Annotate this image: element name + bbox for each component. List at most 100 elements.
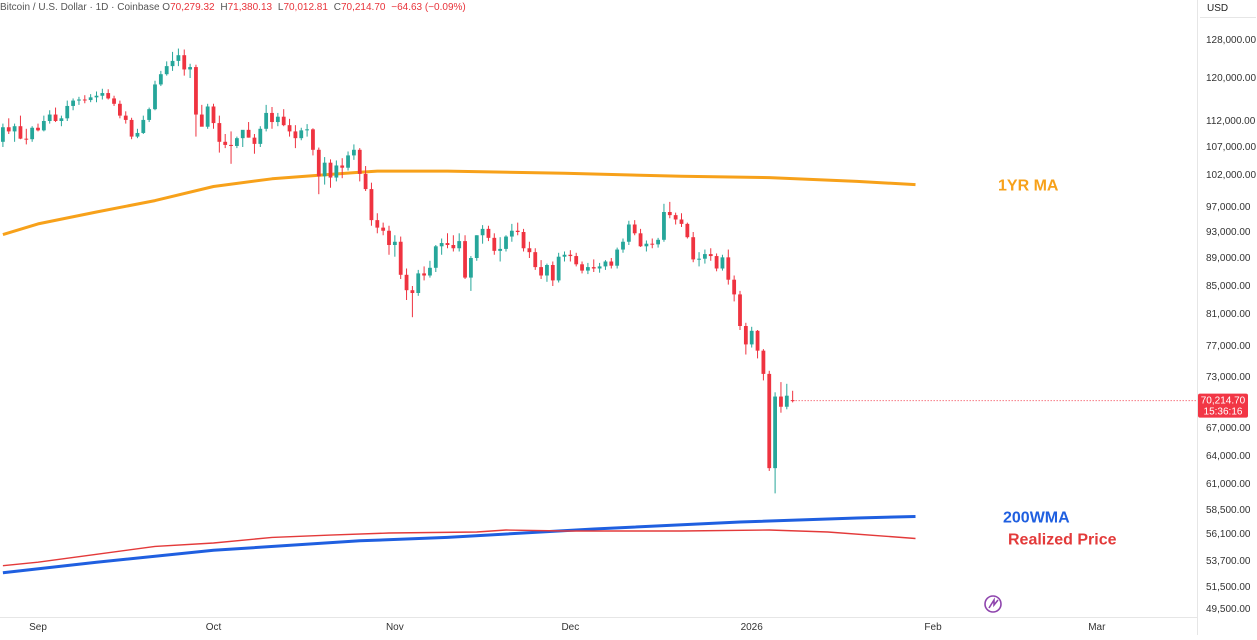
candle (24, 138, 29, 140)
candle (650, 243, 655, 245)
candle (223, 141, 228, 145)
candle (71, 100, 75, 106)
candle (703, 254, 707, 259)
price-tick-label: 64,000.00 (1206, 451, 1251, 462)
candle (422, 273, 426, 276)
candle (6, 127, 11, 132)
candle (30, 127, 35, 140)
candle (299, 130, 304, 139)
symbol-title: Bitcoin / U.S. Dollar · 1D · Coinbase (0, 2, 160, 13)
candle (328, 162, 333, 178)
candle (322, 162, 327, 177)
candle (562, 254, 567, 257)
price-tick-label: 51,500.00 (1206, 582, 1251, 593)
candle (293, 131, 298, 139)
candle (135, 132, 140, 137)
candle (340, 165, 345, 168)
candle (352, 149, 356, 156)
candle (387, 230, 391, 245)
candle (779, 396, 783, 407)
candle (281, 116, 286, 126)
candle (738, 294, 742, 326)
candle (252, 137, 257, 144)
candle (720, 257, 725, 269)
candle (205, 106, 210, 127)
candle (106, 93, 111, 99)
candle (305, 129, 309, 131)
candle (153, 84, 157, 110)
candle (597, 266, 602, 269)
candle (527, 248, 532, 253)
candle (1, 127, 5, 142)
candle (217, 123, 222, 142)
candle (41, 121, 46, 131)
price-tick-label: 77,000.00 (1206, 341, 1251, 352)
close-value: 70,214.70 (340, 2, 386, 13)
bar-countdown: 15:36:16 (1204, 407, 1243, 418)
series-line (2, 169, 916, 237)
candle (129, 119, 134, 137)
last-price-value: 70,214.70 (1201, 396, 1246, 407)
candle (357, 149, 362, 174)
price-tick-label: 107,000.00 (1206, 142, 1256, 153)
candle (229, 144, 233, 146)
price-tick-label: 97,000.00 (1206, 202, 1251, 213)
candle (749, 330, 754, 345)
price-tick-label: 58,500.00 (1206, 505, 1251, 516)
candle (176, 55, 181, 61)
last-price-tag (1198, 393, 1248, 418)
candle (626, 224, 631, 242)
price-tick-label: 112,000.00 (1206, 116, 1256, 127)
candle (65, 105, 70, 119)
price-tick-label: 67,000.00 (1206, 423, 1251, 434)
time-tick-label: 2026 (741, 622, 764, 633)
candle (164, 66, 169, 75)
candle (433, 246, 438, 268)
candle (410, 290, 415, 293)
candle (275, 116, 280, 123)
tradingview-logo-icon[interactable] (984, 595, 1002, 613)
candle (240, 129, 245, 139)
candle (474, 235, 479, 258)
candle (194, 67, 198, 115)
candle (182, 55, 187, 70)
candle (316, 149, 321, 177)
candle (264, 112, 269, 129)
price-tick-label: 73,000.00 (1206, 372, 1251, 383)
high-label: H (220, 2, 228, 13)
time-tick-label: Nov (386, 622, 404, 633)
series-line (2, 515, 916, 575)
series-label: 200WMA (1003, 510, 1070, 527)
price-tick-label: 93,000.00 (1206, 227, 1251, 238)
candle (170, 60, 175, 67)
candle (141, 119, 146, 133)
candle (574, 256, 579, 265)
candle (12, 126, 17, 132)
candle (147, 109, 152, 120)
series-label: Realized Price (1008, 532, 1117, 549)
candle (246, 129, 251, 138)
candle (580, 264, 584, 271)
candle (761, 350, 766, 374)
candle (586, 267, 590, 271)
candle (463, 241, 467, 278)
symbol-legend: Bitcoin / U.S. Dollar · 1D · Coinbase O7… (0, 2, 469, 13)
candle (381, 227, 386, 231)
candle (211, 106, 216, 124)
candle (311, 129, 315, 150)
low-value: 70,012.81 (283, 2, 328, 13)
candle (498, 248, 503, 251)
candle (451, 245, 456, 249)
time-tick-label: Feb (924, 622, 942, 633)
time-tick-label: Dec (561, 622, 579, 633)
price-axis-divider (1197, 0, 1198, 635)
candle (708, 254, 713, 257)
candle (258, 128, 263, 144)
currency-button[interactable]: USD (1200, 0, 1256, 18)
candle (726, 257, 731, 280)
candle (550, 265, 555, 281)
series-line (2, 529, 916, 567)
candle (235, 138, 239, 146)
